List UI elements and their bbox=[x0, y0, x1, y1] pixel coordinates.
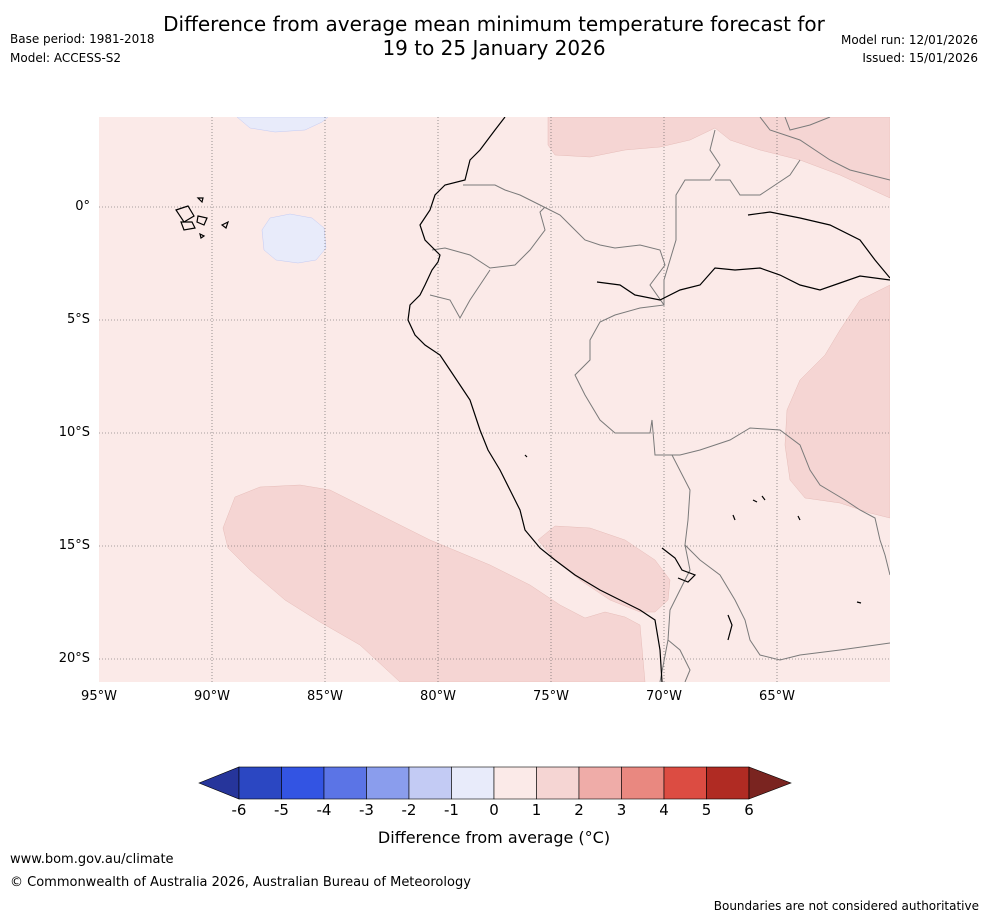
model-run: Model run: 12/01/2026 bbox=[840, 33, 978, 47]
lon-label-95w: 95°W bbox=[81, 689, 117, 704]
lat-label-0: 0° bbox=[75, 199, 90, 214]
coastlines bbox=[175, 117, 890, 682]
lon-label-90w: 90°W bbox=[194, 689, 230, 704]
colorbar-segment bbox=[578, 766, 622, 800]
colorbar-segment bbox=[706, 766, 750, 800]
country-borders bbox=[429, 117, 890, 682]
colorbar-segment bbox=[366, 766, 410, 800]
colorbar-segment bbox=[408, 766, 452, 800]
colorbar-arrow-high bbox=[748, 766, 792, 800]
colorbar-tick-label: 6 bbox=[744, 801, 754, 819]
footer-copyright: © Commonwealth of Australia 2026, Austra… bbox=[10, 875, 471, 890]
title-line-2: 19 to 25 January 2026 bbox=[382, 36, 606, 60]
footer-disclaimer: Boundaries are not considered authoritat… bbox=[713, 899, 979, 913]
colorbar-tick-label: -2 bbox=[401, 801, 417, 819]
map-title: Difference from average mean minimum tem… bbox=[0, 12, 988, 60]
lat-label-10s: 10°S bbox=[58, 425, 90, 440]
anomaly-region-peru-coast bbox=[537, 525, 671, 613]
colorbar bbox=[198, 766, 792, 800]
model-name: Model: ACCESS-S2 bbox=[10, 51, 122, 65]
colorbar-tick-label: -1 bbox=[444, 801, 459, 819]
colorbar-tick-label: -5 bbox=[274, 801, 289, 819]
lat-label-5s: 5°S bbox=[66, 312, 90, 327]
colorbar-segment bbox=[281, 766, 325, 800]
colorbar-tick-label: 3 bbox=[616, 801, 627, 819]
lat-label-20s: 20°S bbox=[58, 651, 90, 666]
anomaly-region-east bbox=[784, 284, 890, 519]
colorbar-segment bbox=[238, 766, 282, 800]
map-area bbox=[99, 117, 890, 682]
colorbar-tick-label: 0 bbox=[489, 801, 499, 819]
colorbar-segment bbox=[451, 766, 495, 800]
lon-label-75w: 75°W bbox=[533, 689, 569, 704]
colorbar-tick-label: 4 bbox=[659, 801, 669, 819]
colorbar-segment bbox=[493, 766, 537, 800]
lon-label-85w: 85°W bbox=[307, 689, 343, 704]
issued-date: Issued: 15/01/2026 bbox=[862, 51, 978, 65]
lat-label-15s: 15°S bbox=[58, 538, 90, 553]
footer-url[interactable]: www.bom.gov.au/climate bbox=[10, 852, 174, 867]
colorbar-tick-label: -3 bbox=[359, 801, 374, 819]
colorbar-arrow-low bbox=[198, 766, 240, 800]
colorbar-segment bbox=[323, 766, 367, 800]
anomaly-region-north bbox=[547, 117, 890, 199]
graticule bbox=[99, 117, 890, 682]
anomaly-region-cool-island bbox=[261, 213, 327, 264]
anomaly-region-cool-north bbox=[236, 117, 329, 133]
colorbar-tick-label: 2 bbox=[574, 801, 584, 819]
base-period: Base period: 1981-2018 bbox=[10, 32, 155, 46]
colorbar-tick-label: 5 bbox=[701, 801, 712, 819]
colorbar-segment bbox=[663, 766, 707, 800]
colorbar-tick-label: 1 bbox=[531, 801, 542, 819]
colorbar-tick-label: -6 bbox=[231, 801, 247, 819]
colorbar-label: Difference from average (°C) bbox=[377, 828, 611, 847]
anomaly-region-southwest bbox=[222, 484, 646, 682]
lon-label-80w: 80°W bbox=[420, 689, 456, 704]
lon-label-70w: 70°W bbox=[646, 689, 682, 704]
colorbar-tick-label: -4 bbox=[316, 801, 332, 819]
lon-label-65w: 65°W bbox=[759, 689, 795, 704]
colorbar-segment bbox=[621, 766, 665, 800]
colorbar-segment bbox=[536, 766, 580, 800]
title-line-1: Difference from average mean minimum tem… bbox=[163, 12, 825, 36]
